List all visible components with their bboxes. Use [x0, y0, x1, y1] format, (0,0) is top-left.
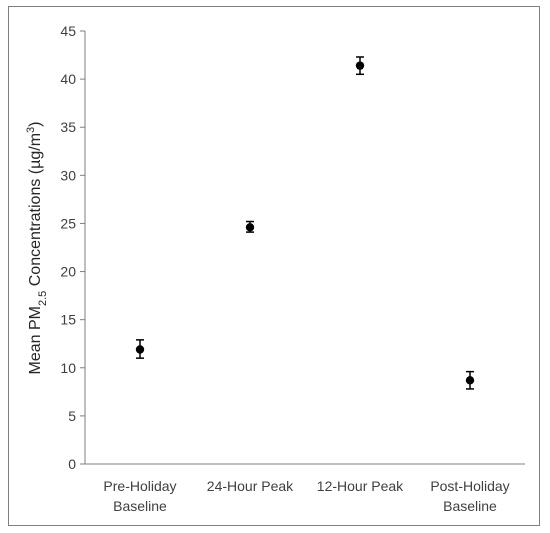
- x-category-label-line: Post-Holiday: [430, 478, 509, 494]
- x-category-label: Post-Holiday Baseline: [430, 478, 509, 514]
- x-category-label-line: 12-Hour Peak: [317, 478, 404, 494]
- y-tick-label: 30: [60, 167, 76, 183]
- y-tick-label: 20: [60, 264, 76, 280]
- y-tick-label: 15: [60, 312, 76, 328]
- x-category-label-line: 24-Hour Peak: [207, 478, 294, 494]
- data-point: [355, 61, 365, 70]
- y-axis-label-middle: Concentrations (µg/m: [27, 133, 44, 291]
- y-axis-label-suffix: ): [27, 122, 44, 127]
- x-category-label: Pre-Holiday Baseline: [103, 478, 176, 514]
- y-axis-label-superscript: 3: [25, 127, 37, 133]
- y-axis-label-subscript: 2.5: [37, 291, 49, 306]
- data-point: [245, 223, 255, 232]
- y-tick-label: 45: [60, 23, 76, 39]
- x-category-label-line: Pre-Holiday: [103, 478, 176, 494]
- y-tick-label: 35: [60, 119, 76, 135]
- chart-frame: [8, 6, 540, 526]
- y-tick-label: 5: [68, 408, 76, 424]
- y-tick-label: 10: [60, 360, 76, 376]
- x-category-label: 24-Hour Peak: [207, 478, 294, 494]
- data-point: [465, 376, 475, 385]
- plot-area: 0 5 10 15 20 25 30 35 40 45 Pre-Holiday Baseline 24-…: [60, 23, 525, 514]
- y-axis-label: Mean PM2.5 Concentrations (µg/m3): [25, 122, 49, 375]
- x-category-label-line: Baseline: [443, 498, 497, 514]
- y-axis-label-prefix: Mean PM: [27, 306, 44, 374]
- x-category-label: 12-Hour Peak: [317, 478, 404, 494]
- y-tick-label: 40: [60, 71, 76, 87]
- x-category-label-line: Baseline: [113, 498, 167, 514]
- y-tick-label: 25: [60, 215, 76, 231]
- data-point: [135, 345, 145, 354]
- y-tick-label: 0: [68, 456, 76, 472]
